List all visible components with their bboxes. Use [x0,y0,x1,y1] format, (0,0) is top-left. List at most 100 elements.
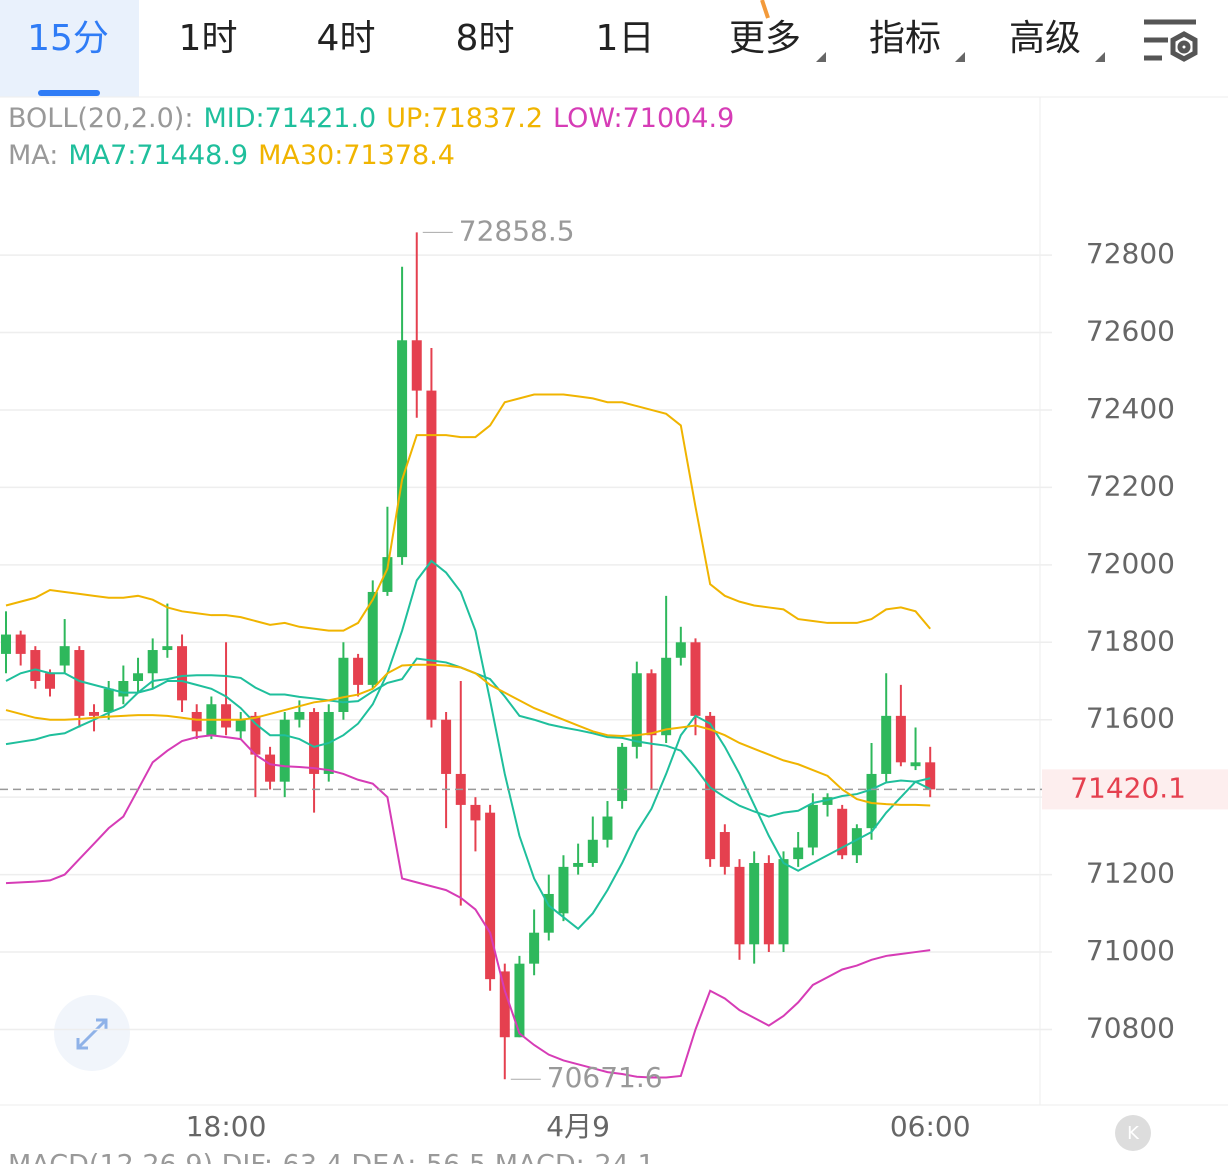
candle-body [353,657,364,685]
ma-legend: MA: MA7:71448.9 MA30:71378.4 [8,140,455,171]
dropdown-arrow [955,52,965,62]
indicator-line [5,734,931,1079]
x-tick-label: 06:00 [890,1110,971,1143]
boll-item: MID:71421.0 [203,103,376,134]
boll-item: LOW:71004.9 [553,103,734,134]
boll-item: BOLL(20,2.0): [8,103,193,134]
candle-body [397,340,408,558]
boll-legend: BOLL(20,2.0): MID:71421.0 UP:71837.2 LOW:71… [8,103,734,134]
tab[interactable]: 高级 [1009,18,1081,59]
candle-body [573,862,584,867]
candle-body [309,711,320,774]
candle-body [910,762,921,767]
candle-body [822,797,833,805]
candle-body [162,646,173,651]
candle-body [661,657,672,736]
candle-body [338,657,349,712]
candle-body [895,715,906,763]
y-tick-label: 72600 [1086,315,1175,348]
candle-body [690,642,701,716]
boll-item: UP:71837.2 [386,103,543,134]
candle-body [221,704,232,728]
scroll-icon: K [1127,1123,1140,1144]
decoration [760,0,770,19]
indicator-line [5,559,931,931]
dropdown-arrow [1095,52,1105,62]
candle-body [441,719,452,774]
y-tick-label: 72800 [1086,237,1175,270]
tab[interactable]: 4时 [317,18,376,59]
annotation: 70671.6 [547,1061,663,1094]
candle-body [367,591,378,685]
candle-body [294,711,305,720]
y-tick-label: 71600 [1086,702,1175,735]
candle-body [485,812,496,980]
candle-body [382,557,393,592]
expand-icon [76,1018,108,1050]
candle-body [719,832,730,867]
scroll-button[interactable] [1115,1115,1151,1151]
tab[interactable]: 指标 [869,18,941,59]
candle-body [925,762,936,790]
selected-tab-underline [38,90,100,96]
candle-body [617,746,628,802]
candle-body [103,688,114,712]
candle-body [529,932,540,964]
candle-body [74,650,85,716]
candle-body [602,816,613,840]
x-tick-label: 18:00 [186,1110,267,1143]
dropdown-arrow [816,52,826,62]
candle-body [250,715,261,755]
y-tick-label: 71800 [1086,624,1175,657]
y-tick-label: 72200 [1086,469,1175,502]
x-tick-label: 4月9 [546,1110,610,1143]
tab[interactable]: 8时 [456,18,515,59]
candle-body [587,839,598,863]
tab[interactable]: 1时 [179,18,238,59]
candle-body [45,673,56,689]
candle-body [235,719,246,732]
candle-body [470,804,481,821]
candle-body [675,642,686,658]
candle-body [749,862,760,945]
indicator-line [5,393,931,632]
y-tick-label: 71200 [1086,857,1175,890]
tab[interactable]: 1日 [596,18,655,59]
candle-body [411,340,422,391]
candle-body [499,971,510,1038]
candle-body [881,715,892,774]
y-tick-label: 72400 [1086,392,1175,425]
tab[interactable]: 更多 [729,18,801,59]
settings-icon[interactable] [1144,19,1198,62]
candle-body [866,773,877,829]
candle-body [543,893,554,933]
candle-body [646,673,657,736]
candle-body [133,673,144,682]
annotation: 72858.5 [459,214,575,247]
indicator-line [5,663,931,807]
candle-body [763,862,774,945]
ma-item: MA30:71378.4 [258,140,455,171]
candle-body [15,634,26,654]
y-tick-label: 71000 [1086,934,1175,967]
candle-body [147,650,158,674]
candle-body [778,859,789,945]
candle-body [191,711,202,732]
selected-tab-bg [0,0,139,97]
tab[interactable]: 15分 [27,18,109,59]
candle-body [177,646,188,701]
candle-body [558,866,569,914]
y-tick-label: 70800 [1086,1011,1175,1044]
ma-item: MA: [8,140,58,171]
candle-body [837,808,848,856]
y-tick-label: 72000 [1086,547,1175,580]
candle-body [426,390,437,720]
candle-body [89,711,100,716]
last-price-label: 71420.1 [1070,771,1186,804]
candle-body [30,650,41,682]
candle-body [1,634,11,654]
macd-legend: MACD(12,26,9) DIF:-63.4 DEA:-56.5 MACD:-… [8,1150,655,1164]
candle-body [807,804,818,848]
